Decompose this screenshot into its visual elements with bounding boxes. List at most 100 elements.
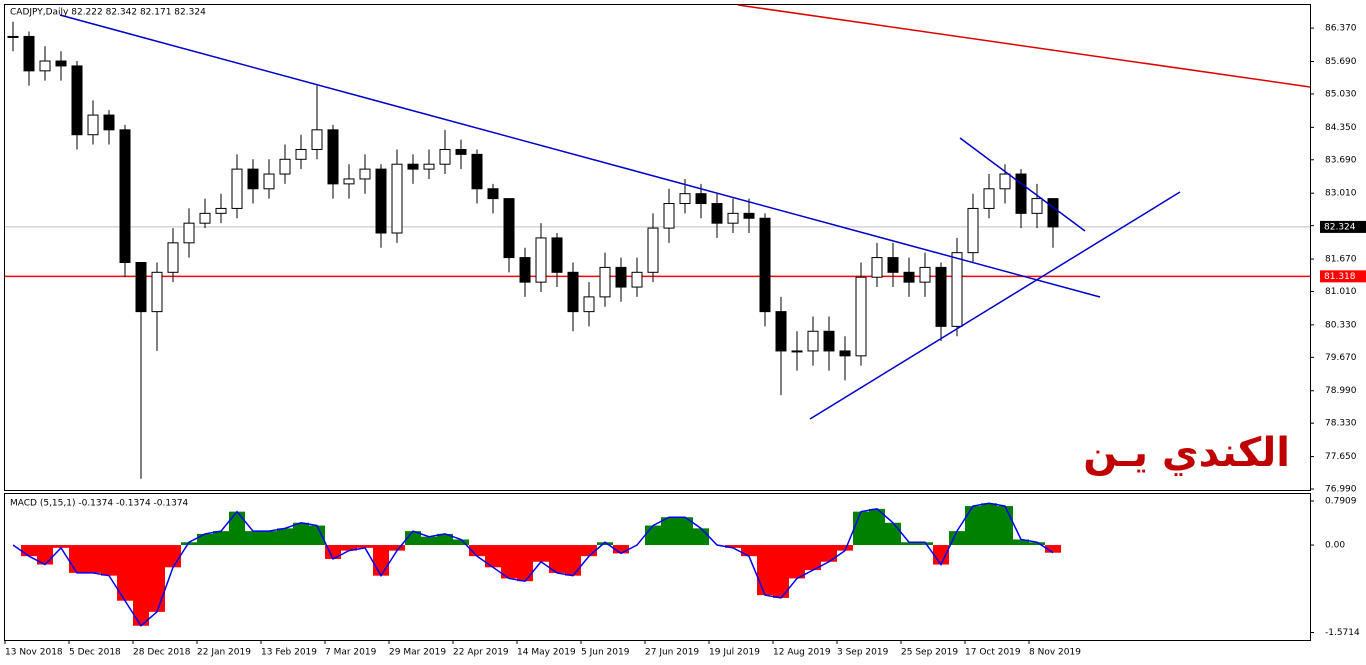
candle-body: [311, 129, 323, 150]
macd-bar: [277, 528, 293, 546]
candle-body: [679, 193, 691, 205]
x-tick-label: 5 Dec 2018: [69, 648, 121, 658]
candle-body: [1015, 173, 1027, 214]
macd-bar: [997, 506, 1013, 546]
trend-line: [959, 137, 1086, 232]
macd-bar: [261, 531, 277, 546]
macd-bar: [149, 545, 165, 612]
candle-body: [487, 188, 499, 200]
y-tick-label: 84.350: [1325, 123, 1357, 133]
candle-body: [423, 163, 435, 170]
candle-body: [759, 217, 771, 313]
macd-line: [12, 502, 1054, 627]
y-tick-label: 85.030: [1325, 89, 1357, 99]
macd-bar: [741, 545, 757, 557]
macd-bar: [805, 545, 821, 571]
macd-bar: [389, 545, 405, 551]
y-tick-label: -1.5714: [1325, 628, 1360, 638]
x-tick-label: 13 Nov 2018: [5, 648, 63, 658]
y-tick-label: 78.990: [1325, 386, 1357, 396]
candle-body: [727, 212, 739, 224]
macd-bar: [565, 545, 581, 576]
macd-bar: [197, 533, 213, 546]
plot: [5, 21, 1310, 627]
candle-body: [823, 330, 835, 352]
macd-bar: [965, 506, 981, 546]
macd-bar: [661, 517, 677, 546]
macd-bar: [357, 545, 373, 548]
candle-body: [663, 203, 675, 229]
macd-bar: [437, 533, 453, 546]
macd-pane: [4, 493, 1311, 641]
macd-bar: [421, 536, 437, 546]
candle-body: [103, 114, 115, 131]
candle-body: [183, 222, 195, 244]
macd-bar: [869, 508, 885, 546]
candle-body: [407, 163, 419, 170]
candle-body: [503, 198, 515, 259]
x-tick-label: 13 Feb 2019: [261, 648, 317, 658]
y-tick-label: 76.990: [1325, 485, 1357, 495]
y-tick-label: 77.650: [1325, 452, 1357, 462]
macd-bar: [677, 517, 693, 546]
candle-body: [375, 168, 387, 234]
macd-bar: [645, 525, 661, 546]
y-tick-label: 0.7909: [1325, 497, 1357, 507]
candle-body: [359, 168, 371, 180]
y-tick-label: 86.370: [1325, 24, 1357, 34]
candle-body: [567, 271, 579, 313]
candle-body: [7, 35, 19, 38]
macd-bar: [757, 545, 773, 596]
trend-line: [737, 4, 1311, 88]
macd-bar: [501, 545, 517, 579]
macd-bar: [309, 525, 325, 546]
candle-body: [343, 178, 355, 185]
candle-body: [791, 350, 803, 353]
candle-body: [855, 276, 867, 357]
x-tick-label: 5 Jun 2019: [581, 648, 630, 658]
current-price-box: [1320, 220, 1366, 233]
candle-body: [615, 266, 627, 288]
candle-body: [951, 252, 963, 327]
macd-bar: [789, 545, 805, 579]
candle-body: [439, 148, 451, 165]
candle-body: [231, 168, 243, 209]
x-tick-label: 22 Jan 2019: [197, 648, 251, 658]
macd-bar: [725, 545, 741, 548]
candle-body: [455, 148, 467, 155]
candle-body: [647, 227, 659, 273]
candle-body: [135, 261, 147, 313]
trend-line: [59, 14, 1101, 298]
macd-bar: [117, 545, 133, 601]
macd-bar: [53, 545, 69, 548]
macd-bar: [245, 531, 261, 546]
x-tick-label: 12 Aug 2019: [773, 648, 831, 658]
macd-bar: [533, 545, 549, 562]
x-tick-label: 8 Nov 2019: [1029, 648, 1081, 658]
x-tick-label: 29 Mar 2019: [389, 648, 446, 658]
macd-bar: [325, 545, 341, 559]
candle-body: [711, 203, 723, 224]
candle-body: [71, 65, 83, 136]
current-price-label: 82.324: [1324, 222, 1356, 232]
candle-body: [55, 60, 67, 67]
candle-body: [199, 212, 211, 224]
macd-bar: [1045, 545, 1061, 553]
candle-body: [167, 242, 179, 273]
macd-bar: [549, 545, 565, 573]
candle-body: [391, 163, 403, 234]
macd-bar: [21, 545, 37, 557]
candle-body: [871, 257, 883, 278]
macd-bar: [85, 545, 101, 573]
candle-body: [743, 212, 755, 219]
macd-bar: [773, 545, 789, 598]
y-tick-label: 80.330: [1325, 320, 1357, 330]
candle-body: [599, 266, 611, 298]
macd-bar: [821, 545, 837, 562]
macd-bar: [405, 531, 421, 546]
macd-bar: [165, 545, 181, 568]
candle-body: [551, 237, 563, 273]
macd-bar: [133, 545, 149, 626]
candle-body: [519, 257, 531, 283]
